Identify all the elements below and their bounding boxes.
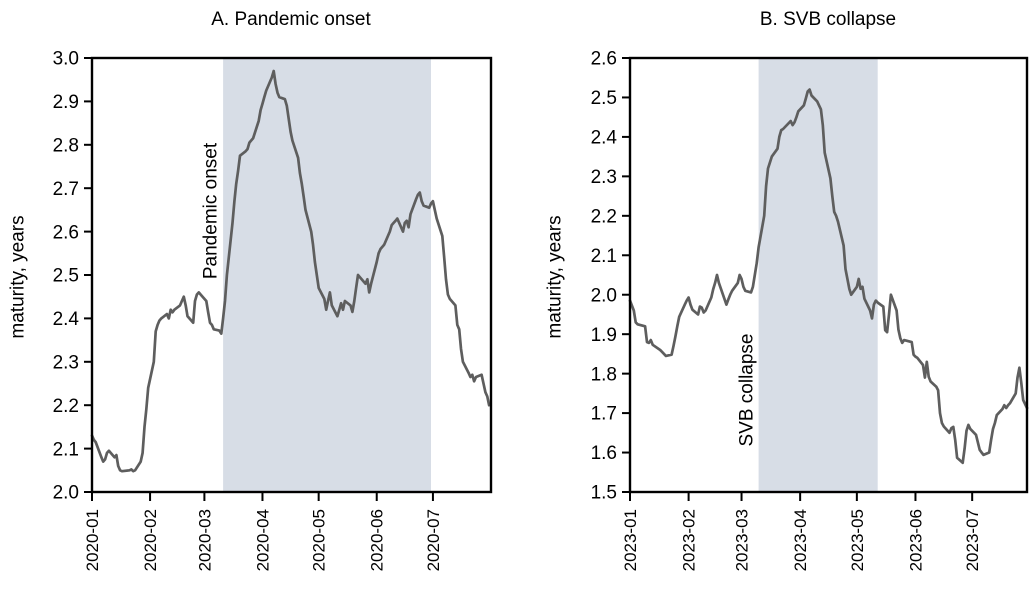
panel-pandemic-onset: 2.0 2.1 2.2 2.3 2.4 2.5 2.6 2.7 2.8 2.9 3.0 2020-01… <box>0 0 517 597</box>
chart-svg-pandemic: 2.0 2.1 2.2 2.3 2.4 2.5 2.6 2.7 2.8 2.9 3.0 2020-01… <box>8 9 493 571</box>
plot-area: 1.5 1.6 1.7 1.8 1.9 2.0 2.1 2.2 2.3 2.4 2.5 2.6 2023… <box>591 49 1029 571</box>
y-axis-title: maturity, years <box>8 215 29 338</box>
y-axis-title: maturity, years <box>545 215 566 338</box>
x-tick-label: 2020-06 <box>368 509 387 571</box>
y-tick-label: 2.9 <box>53 92 79 113</box>
x-tick-label: 2020-04 <box>253 509 272 571</box>
plot-frame <box>628 56 1029 494</box>
x-tick-label: 2023-01 <box>621 509 640 571</box>
x-tick-label: 2023-04 <box>791 509 810 571</box>
x-tick-label: 2023-05 <box>848 509 867 571</box>
x-tick-label: 2023-02 <box>680 509 699 571</box>
x-tick-label: 2023-07 <box>963 509 982 571</box>
event-band-label: SVB collapse <box>737 333 758 446</box>
x-tick-label: 2023-03 <box>732 509 751 571</box>
x-tick-label: 2020-01 <box>83 509 102 571</box>
panel-title: A. Pandemic onset <box>211 9 371 30</box>
y-tick-label: 2.2 <box>591 206 617 227</box>
x-tick-label: 2020-07 <box>424 509 443 571</box>
y-tick-label: 2.0 <box>53 483 79 504</box>
x-tick-label: 2023-06 <box>906 509 925 571</box>
y-tick-label: 1.9 <box>591 325 617 346</box>
y-tick-label: 2.3 <box>53 352 79 373</box>
y-tick-label: 2.2 <box>53 396 79 417</box>
y-tick-label: 2.3 <box>591 167 617 188</box>
x-tick-label: 2020-05 <box>310 509 329 571</box>
y-tick-label: 2.1 <box>591 246 617 267</box>
y-tick-label: 1.6 <box>591 443 617 464</box>
x-tick-label: 2020-02 <box>141 509 160 571</box>
y-tick-label: 2.6 <box>53 222 79 243</box>
panel-svb-collapse: 1.5 1.6 1.7 1.8 1.9 2.0 2.1 2.2 2.3 2.4 2.5 2.6 2023… <box>518 0 1035 597</box>
y-tick-label: 2.1 <box>53 439 79 460</box>
y-tick-label: 2.4 <box>591 128 618 149</box>
x-tick-label: 2020-03 <box>195 509 214 571</box>
y-tick-label: 2.5 <box>53 266 79 287</box>
maturity-line <box>90 69 491 473</box>
y-tick-label: 2.5 <box>591 88 617 109</box>
maturity-line <box>628 88 1029 465</box>
y-tick-label: 2.0 <box>591 285 617 306</box>
plot-area: 2.0 2.1 2.2 2.3 2.4 2.5 2.6 2.7 2.8 2.9 3.0 2020-01… <box>53 49 493 571</box>
y-tick-label: 3.0 <box>53 49 79 70</box>
chart-svg-svb: 1.5 1.6 1.7 1.8 1.9 2.0 2.1 2.2 2.3 2.4 2.5 2.6 2023… <box>545 9 1029 571</box>
y-tick-label: 2.7 <box>53 179 79 200</box>
y-tick-label: 1.8 <box>591 364 617 385</box>
event-shading-band <box>758 58 878 492</box>
y-tick-label: 1.7 <box>591 404 617 425</box>
event-shading-band <box>223 58 431 492</box>
y-tick-label: 2.6 <box>591 49 617 70</box>
y-tick-label: 1.5 <box>591 483 617 504</box>
y-tick-label: 2.4 <box>53 309 80 330</box>
y-tick-label: 2.8 <box>53 135 79 156</box>
panel-title: B. SVB collapse <box>760 9 896 30</box>
event-band-label: Pandemic onset <box>201 142 222 279</box>
